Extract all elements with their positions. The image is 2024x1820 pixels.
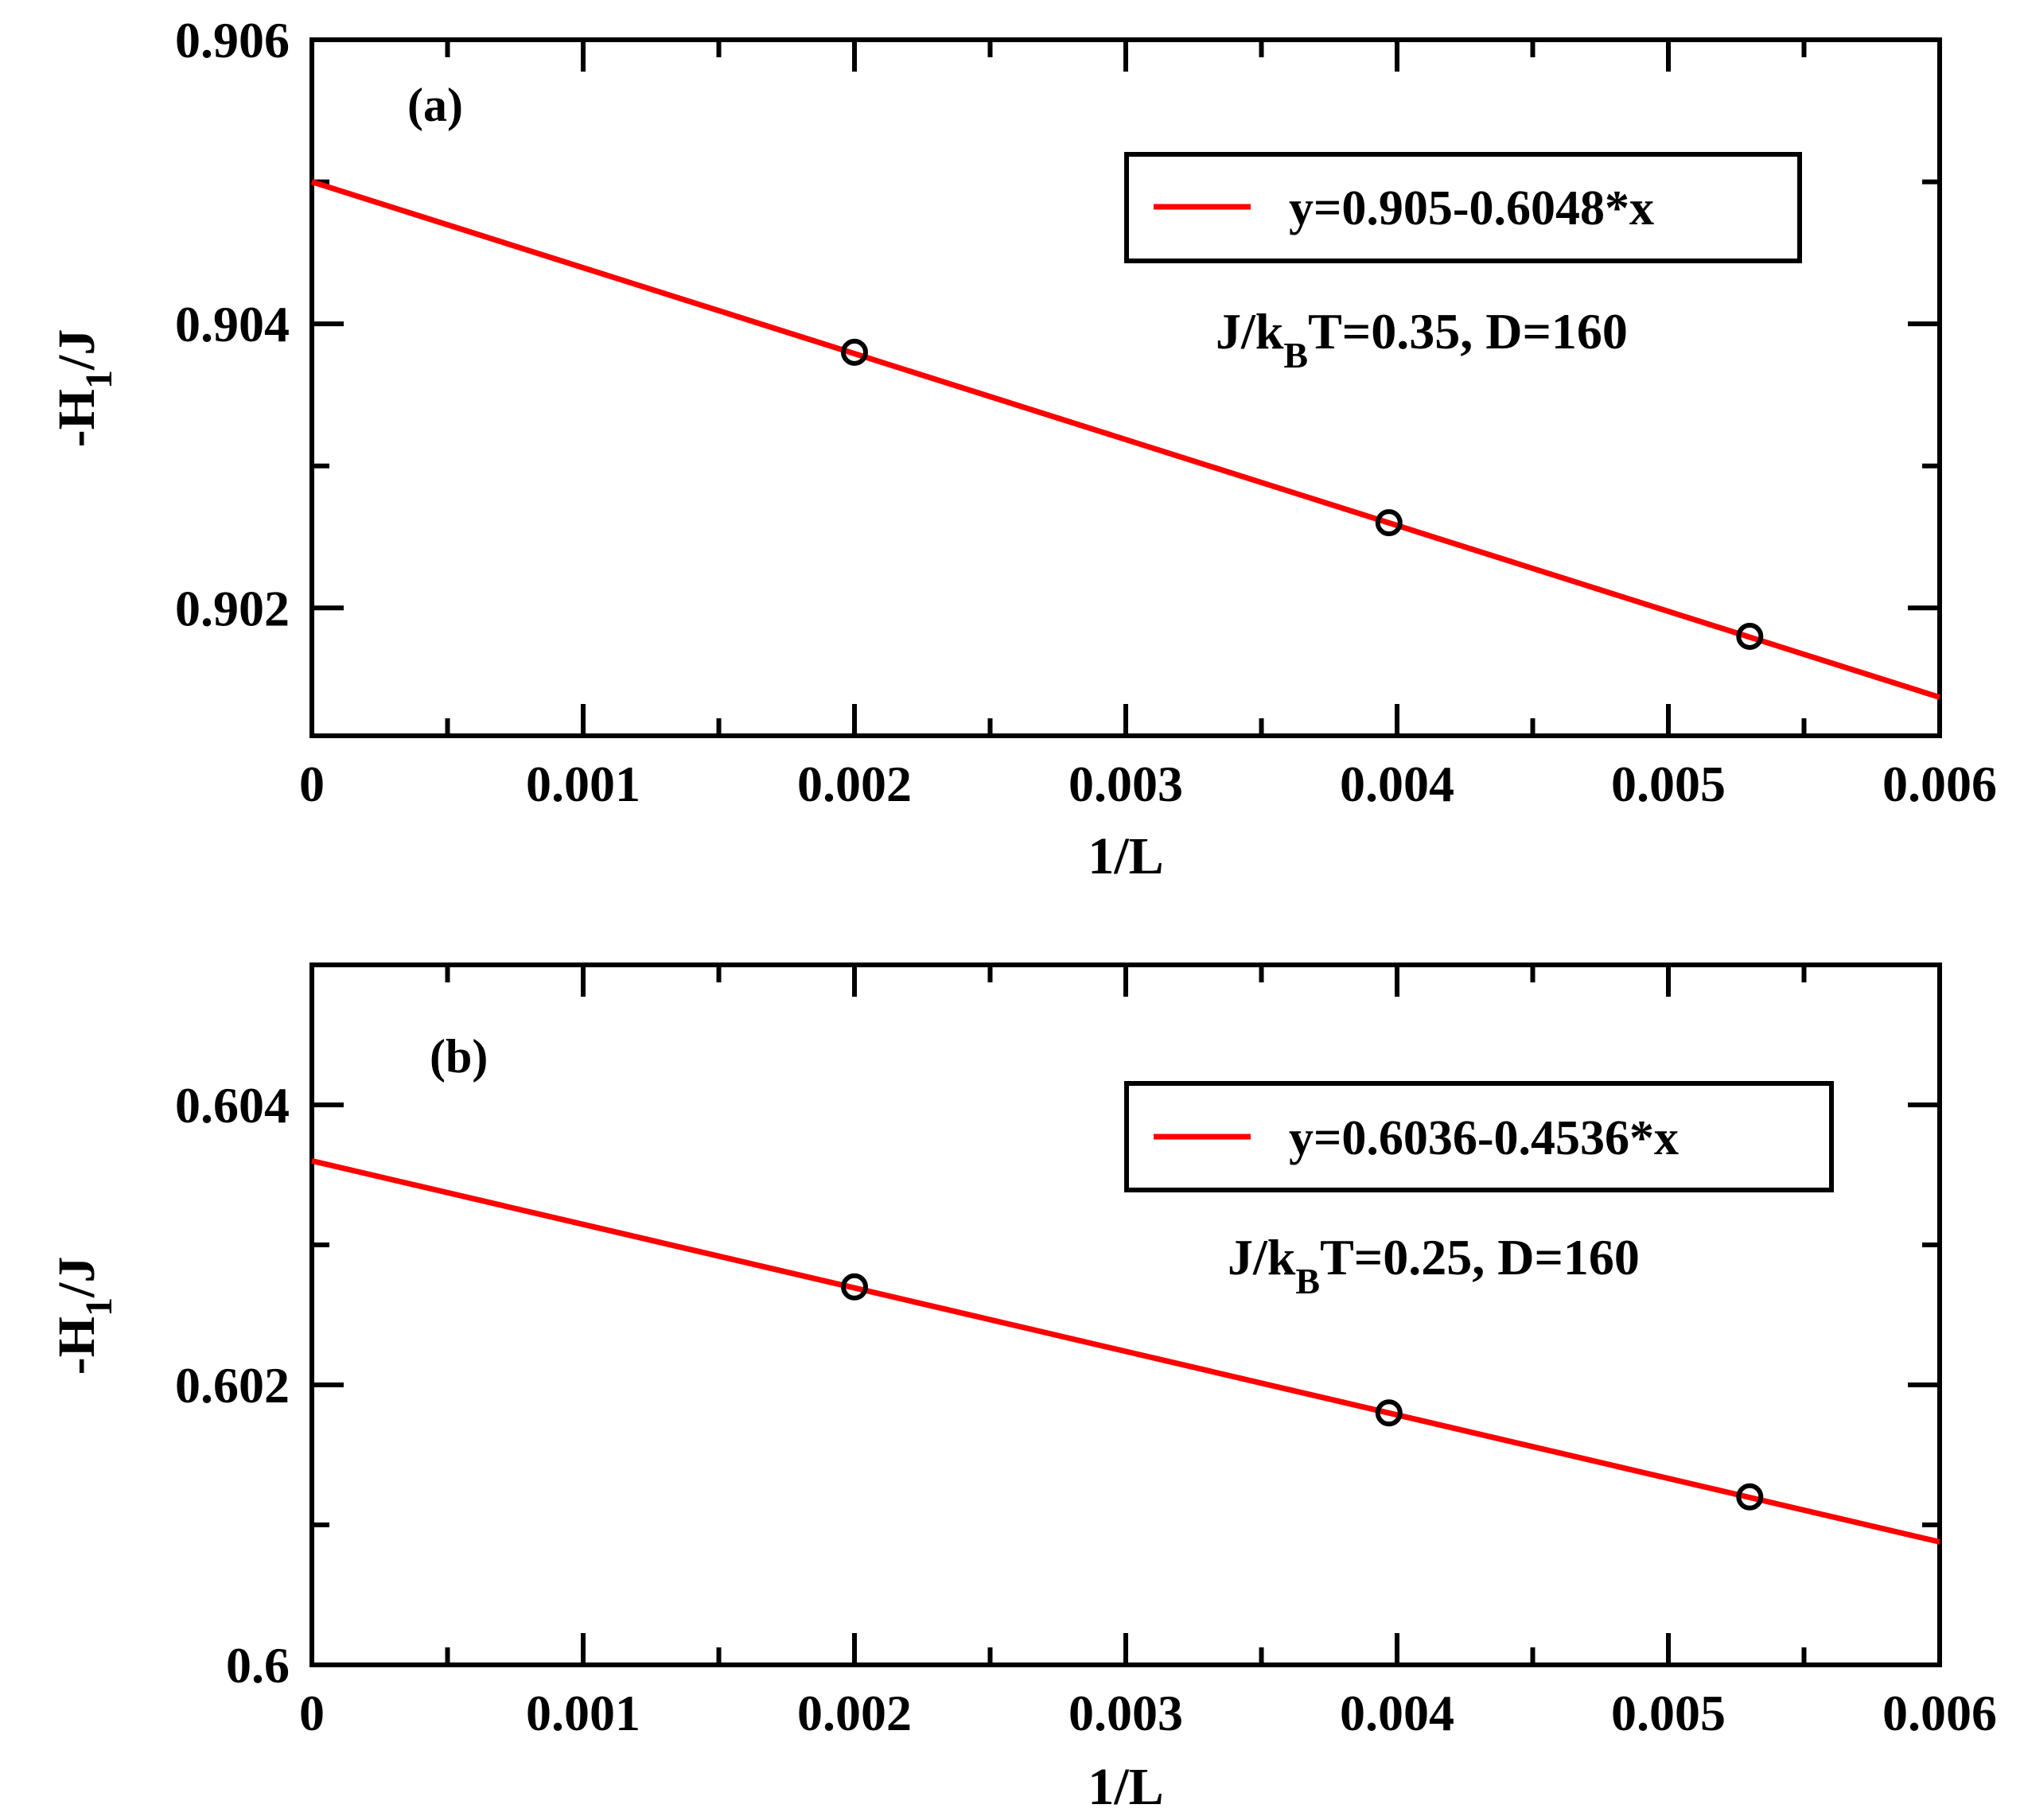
plot-frame [309,37,1942,738]
x-tick-label: 0.006 [1882,1685,1997,1741]
y-axis-label: -H1/J [48,329,120,448]
x-tick-label: 0.006 [1882,756,1997,812]
legend-label: y=0.6036-0.4536*x [1289,1111,1679,1165]
x-tick-labels: 0 0.001 0.002 0.003 0.004 0.005 0.006 [299,756,1997,812]
legend-label: y=0.905-0.6048*x [1289,181,1654,235]
y-tick-labels: 0.6 0.602 0.604 [175,1077,290,1694]
plot-frame [309,962,1942,1667]
data-points [841,338,1764,650]
x-tick-label: 0.004 [1340,1685,1454,1741]
data-points [841,1273,1764,1511]
panel-b: 0 0.001 0.002 0.003 0.004 0.005 0.006 0.6 0.602… [48,962,1997,1816]
data-point [1375,1399,1403,1427]
y-label-subscript: 1 [78,1297,120,1316]
annotation-rest: T=0.25, D=160 [1320,1229,1640,1285]
data-point [841,338,868,366]
y-tick-label: 0.904 [175,296,290,352]
y-tick-label: 0.602 [175,1357,290,1414]
y-label-rest: /J [48,329,106,371]
fit-line [310,179,1941,700]
x-axis-label: 1/L [1088,827,1163,885]
y-tick-label: 0.6 [226,1637,290,1694]
annotation-main: J/k [1228,1229,1296,1285]
y-tick-label: 0.902 [175,580,290,636]
y-label-rest: /J [48,1257,106,1298]
parameter-annotation: J/kBT=0.25, D=160 [1228,1229,1640,1301]
data-point [1736,623,1764,650]
y-label-subscript: 1 [78,370,120,389]
x-tick-labels: 0 0.001 0.002 0.003 0.004 0.005 0.006 [299,1685,1997,1741]
x-tick-label: 0 [299,1685,325,1741]
x-tick-label: 0.005 [1611,1685,1726,1741]
x-tick-label: 0.005 [1611,756,1726,812]
annotation-subscript: B [1295,1261,1320,1301]
annotation-rest: T=0.35, D=160 [1308,303,1628,360]
data-point [1375,509,1403,537]
y-tick-label: 0.604 [175,1077,290,1134]
annotation-subscript: B [1283,335,1308,375]
legend-box [1124,152,1802,263]
y-axis-label: -H1/J [48,1257,120,1375]
x-tick-label: 0.004 [1340,756,1454,812]
fit-line [311,1157,1940,1545]
y-tick-labels: 0.902 0.904 0.906 [175,12,290,636]
panel-label: (b) [430,1030,488,1083]
annotation-main: J/k [1216,303,1284,360]
x-tick-label: 0.002 [797,1685,912,1741]
x-tick-label: 0.001 [526,1685,640,1741]
x-tick-label: 0 [299,756,325,812]
parameter-annotation: J/kBT=0.35, D=160 [1216,303,1628,375]
y-label-main: -H [48,389,106,447]
panel-label: (a) [407,79,463,131]
y-tick-label: 0.906 [175,12,290,68]
data-point [841,1273,868,1301]
tick-marks [309,37,1942,736]
panel-a: 0 0.001 0.002 0.003 0.004 0.005 0.006 0.9020.9… [48,12,1997,885]
x-tick-label: 0.002 [797,756,912,812]
x-tick-label: 0.001 [526,756,640,812]
data-point [1736,1483,1764,1511]
y-label-main: -H [48,1316,106,1375]
tick-marks [309,962,1942,1667]
x-tick-label: 0.003 [1068,1685,1183,1741]
x-axis-label: 1/L [1088,1758,1163,1816]
x-tick-label: 0.003 [1068,756,1183,812]
